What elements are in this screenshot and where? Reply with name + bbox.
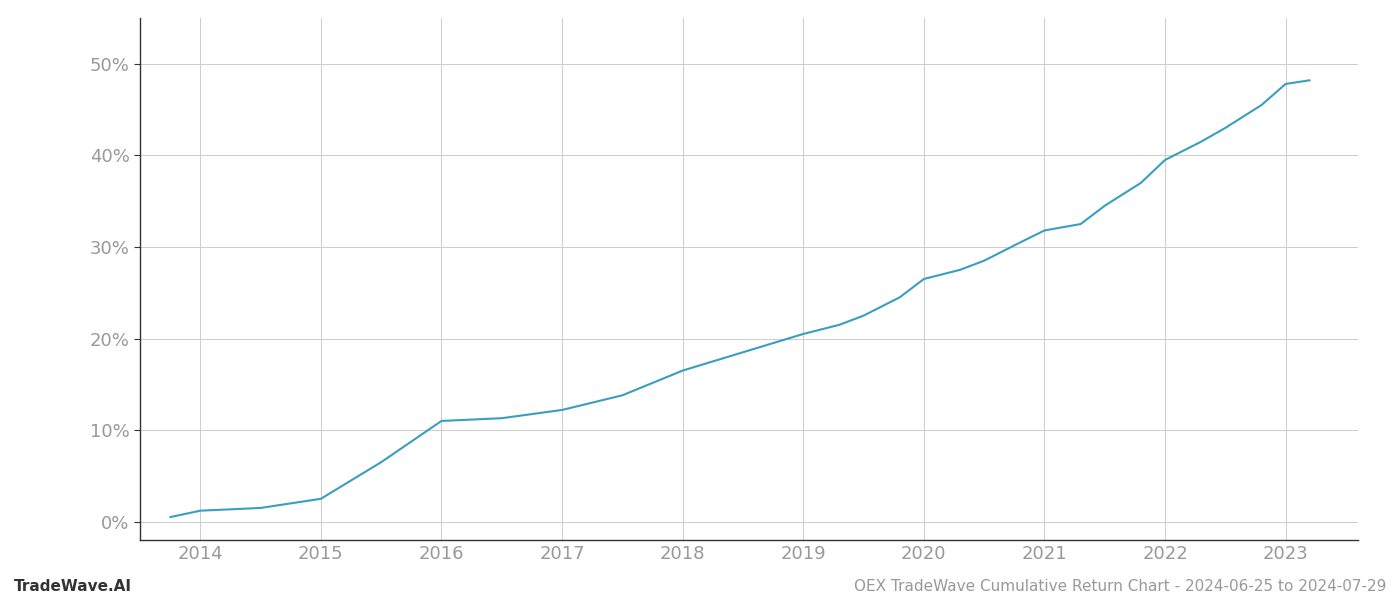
Text: TradeWave.AI: TradeWave.AI [14, 579, 132, 594]
Text: OEX TradeWave Cumulative Return Chart - 2024-06-25 to 2024-07-29: OEX TradeWave Cumulative Return Chart - … [854, 579, 1386, 594]
